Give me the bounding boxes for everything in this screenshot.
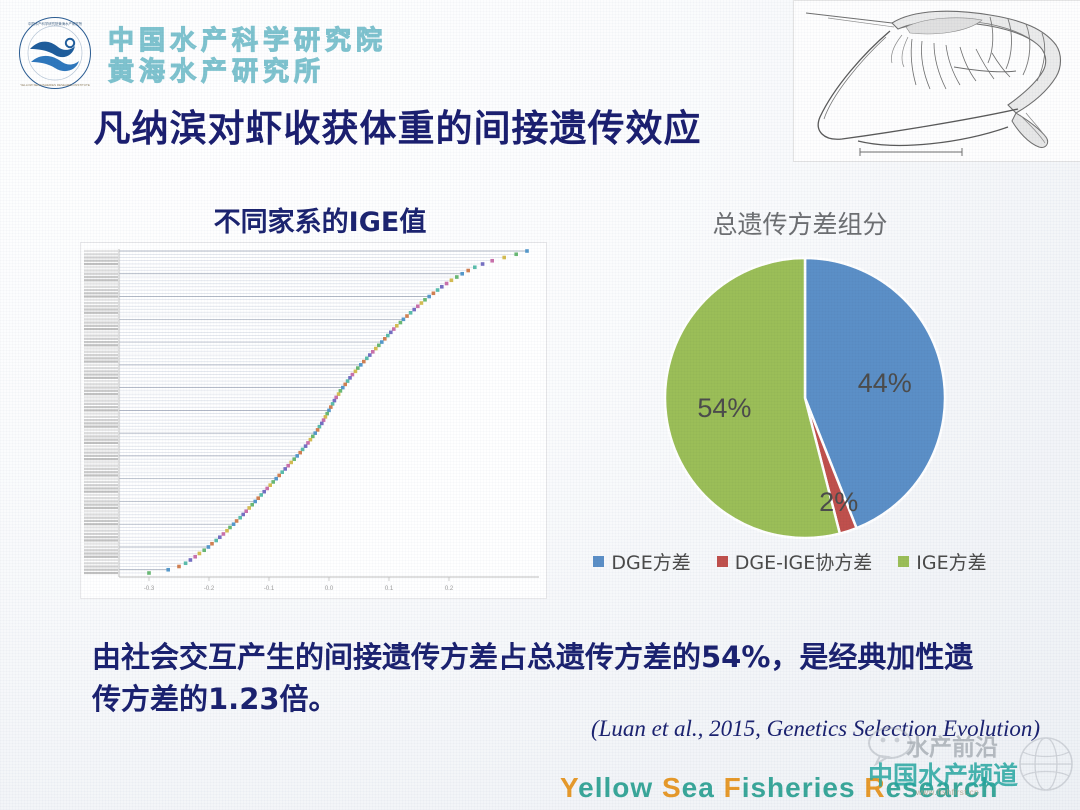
org-name-line-2: 黄海水产研究所 bbox=[107, 56, 326, 87]
organization-name: 中国水产科学研究院 黄海水产研究所 bbox=[107, 25, 388, 88]
legend-label: IGE方差 bbox=[916, 552, 987, 574]
svg-text:0.1: 0.1 bbox=[385, 586, 394, 592]
pie-slice-value: 44% bbox=[858, 368, 912, 398]
footer-brand: Yellow Sea Fisheries Research bbox=[560, 772, 999, 803]
svg-text:-0.1: -0.1 bbox=[264, 586, 275, 592]
ige-by-family-chart: -0.3 -0.2 -0.1 0.0 0.1 0.2 bbox=[80, 242, 547, 599]
svg-text:-0.2: -0.2 bbox=[204, 586, 215, 592]
right-chart-title: 总遗传方差组分 bbox=[712, 210, 888, 239]
pie-slices bbox=[663, 256, 947, 540]
family-axis-labels bbox=[84, 249, 118, 575]
legend-label: DGE方差 bbox=[611, 552, 691, 574]
citation-reference: (Luan et al., 2015, Genetics Selection E… bbox=[590, 716, 1040, 741]
x-axis-ticks: -0.3 -0.2 -0.1 0.0 0.1 0.2 bbox=[144, 577, 454, 592]
pie-legend: DGE方差 DGE-IGE协方差 IGE方差 bbox=[560, 548, 1020, 575]
org-name-line-1: 中国水产科学研究院 bbox=[107, 25, 388, 56]
legend-color-swatch bbox=[593, 556, 605, 567]
svg-text:-0.3: -0.3 bbox=[144, 586, 155, 592]
svg-text:中国水产科学研究院黄海水产研究所: 中国水产科学研究院黄海水产研究所 bbox=[28, 21, 83, 26]
legend-label: DGE-IGE协方差 bbox=[734, 552, 873, 574]
pie-value-labels: 44% 2% 54% bbox=[697, 368, 911, 517]
pie-legend-item[interactable]: IGE方差 bbox=[898, 548, 987, 575]
svg-text:YELLOW SEA FISHERIES RESEARCH: YELLOW SEA FISHERIES RESEARCH INSTITUTE bbox=[20, 83, 90, 87]
pie-legend-item[interactable]: DGE-IGE协方差 bbox=[716, 548, 873, 575]
svg-text:0.2: 0.2 bbox=[445, 586, 454, 592]
shrimp-illustration bbox=[793, 0, 1080, 162]
family-grid-rules bbox=[119, 250, 527, 574]
left-chart-title: 不同家系的IGE值 bbox=[213, 207, 427, 238]
legend-color-swatch bbox=[716, 556, 728, 567]
body-paragraph: 由社会交互产生的间接遗传方差占总遗传方差的54%，是经典加性遗传方差的1.23倍… bbox=[92, 640, 974, 716]
legend-color-swatch bbox=[898, 556, 910, 567]
institute-logo-icon: 中国水产科学研究院黄海水产研究所 YELLOW SEA FISHERIES RE… bbox=[18, 16, 92, 90]
family-data-points bbox=[147, 249, 529, 575]
page-title: 凡纳滨对虾收获体重的间接遗传效应 bbox=[93, 107, 702, 150]
pie-legend-item[interactable]: DGE方差 bbox=[593, 548, 691, 575]
pie-slice-value: 2% bbox=[819, 487, 858, 517]
genetic-variance-pie-chart: 44% 2% 54% bbox=[590, 240, 1020, 600]
pie-slice-value: 54% bbox=[697, 393, 751, 423]
svg-text:0.0: 0.0 bbox=[325, 586, 334, 592]
